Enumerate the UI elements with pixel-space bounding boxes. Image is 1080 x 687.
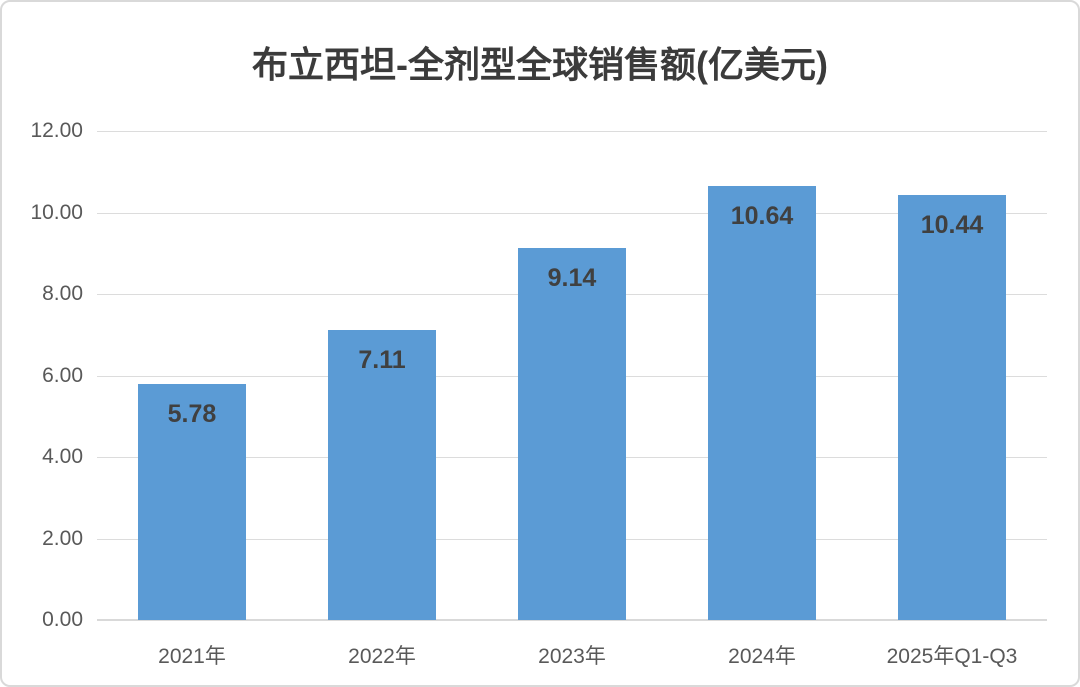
bar-2023年: 9.14 bbox=[518, 247, 626, 620]
y-axis-tick-label: 0.00 bbox=[42, 608, 83, 631]
x-axis-tick-label: 2024年 bbox=[728, 645, 796, 668]
y-axis-tick-label: 8.00 bbox=[42, 282, 83, 305]
bar-value-label: 10.44 bbox=[920, 210, 984, 239]
x-axis-tick-label: 2022年 bbox=[348, 645, 416, 668]
y-axis-tick-label: 6.00 bbox=[42, 363, 83, 387]
bar-value-label: 9.14 bbox=[547, 263, 597, 292]
bar-value-label: 7.11 bbox=[358, 346, 406, 375]
bar-2022年: 7.11 bbox=[328, 330, 436, 620]
gridline-10.00 bbox=[97, 212, 1047, 214]
y-axis-tick-label: 12.00 bbox=[30, 119, 83, 142]
y-axis-tick-label: 2.00 bbox=[42, 526, 83, 550]
x-axis-tick-label: 2025年Q1-Q3 bbox=[886, 645, 1018, 668]
x-axis-tick-label: 2023年 bbox=[538, 645, 606, 668]
y-axis-tick-label: 4.00 bbox=[42, 445, 83, 468]
chart-title: 布立西坦-全剂型全球销售额(亿美元) bbox=[252, 44, 828, 85]
y-axis-tick-label: 10.00 bbox=[30, 200, 83, 224]
x-axis-tick-label: 2021年 bbox=[158, 645, 226, 668]
x-axis-line bbox=[97, 619, 1047, 621]
bar-value-label: 5.78 bbox=[167, 400, 217, 429]
gridline-12.00 bbox=[97, 131, 1047, 132]
bar-2021年: 5.78 bbox=[138, 384, 246, 620]
bar-2025年Q1-Q3: 10.44 bbox=[898, 194, 1006, 620]
bar-value-label: 10.64 bbox=[730, 202, 794, 231]
bar-2024年: 10.64 bbox=[708, 186, 816, 620]
